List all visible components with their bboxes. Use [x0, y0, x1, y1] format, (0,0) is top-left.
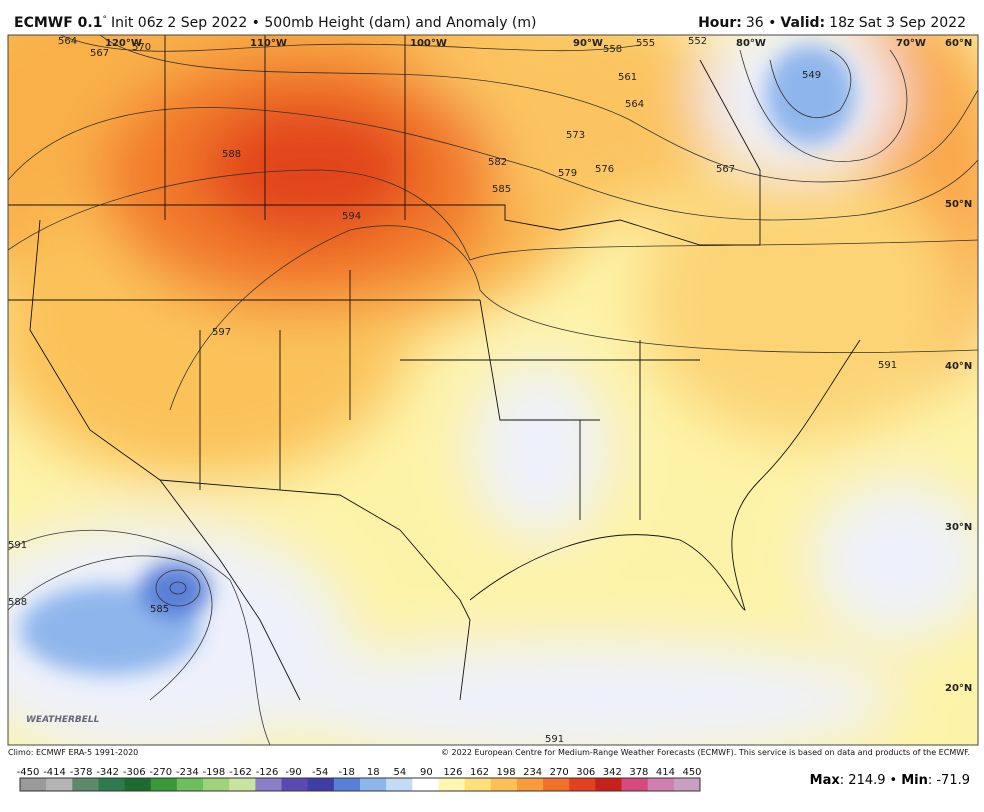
color-swatch: [229, 778, 256, 791]
colorbar-tick-label: -90: [285, 767, 301, 778]
colorbar-tick-label: -126: [256, 767, 279, 778]
contour-label: 570: [132, 42, 151, 53]
contour-label: 552: [688, 36, 707, 47]
contour-label: 576: [595, 164, 614, 175]
contour-label: 591: [8, 540, 27, 551]
contour-label: 567: [716, 164, 735, 175]
color-swatch: [673, 778, 701, 791]
colorbar-tick-label: -270: [149, 767, 172, 778]
contour-label: 597: [212, 327, 231, 338]
color-swatch: [307, 778, 335, 791]
contour-label: 555: [636, 38, 655, 49]
contour-label: 585: [150, 604, 169, 615]
contour-label: 573: [566, 130, 585, 141]
lat-label: 40°N: [945, 361, 972, 372]
colorbar-tick-label: 18: [367, 767, 380, 778]
colorbar-tick-label: -54: [312, 767, 328, 778]
lon-label: 100°W: [410, 38, 447, 49]
colorbar-tick-label: 450: [682, 767, 701, 778]
copyright: © 2022 European Centre for Medium-Range …: [441, 748, 970, 757]
contour-label: 585: [492, 184, 511, 195]
colorbar-tick-label: 306: [576, 767, 595, 778]
color-swatch: [569, 778, 596, 791]
climo-note: Climo: ECMWF ERA-5 1991-2020: [8, 748, 138, 757]
contour-label: 579: [558, 168, 577, 179]
colorbar-tick-label: -378: [70, 767, 93, 778]
colorbar-tick-label: -234: [176, 767, 199, 778]
colorbar-tick-label: 126: [443, 767, 462, 778]
lon-label: 80°W: [736, 38, 766, 49]
contour-label: 558: [603, 44, 622, 55]
title: ECMWF 0.1° Init 06z 2 Sep 2022 • 500mb He…: [14, 15, 537, 31]
contour-label: 594: [342, 211, 361, 222]
color-swatch: [647, 778, 675, 791]
lat-label: 20°N: [945, 683, 972, 694]
contour-label: 567: [90, 48, 109, 59]
colorbar-tick-label: -162: [229, 767, 252, 778]
colorbar-tick-label: 54: [393, 767, 406, 778]
colorbar-tick-label: 342: [603, 767, 622, 778]
color-swatch: [333, 778, 361, 791]
colorbar-tick-label: -450: [17, 767, 40, 778]
color-swatch: [150, 778, 178, 791]
colorbar-tick-label: -198: [203, 767, 226, 778]
color-swatch: [543, 778, 570, 791]
contour-label: 591: [545, 734, 564, 745]
colorbar-tick-label: 270: [550, 767, 569, 778]
color-swatch: [360, 778, 387, 791]
valid-time: Hour: 36 • Valid: 18z Sat 3 Sep 2022: [698, 15, 966, 31]
colorbar-tick-label: -342: [96, 767, 119, 778]
contour-label: 549: [802, 70, 821, 81]
colorbar-tick-label: 234: [523, 767, 542, 778]
color-swatch: [490, 778, 518, 791]
color-swatch: [98, 778, 126, 791]
colorbar-tick-label: 90: [420, 767, 433, 778]
color-swatch: [203, 778, 230, 791]
color-swatch: [281, 778, 309, 791]
max-min: Max: 214.9 • Min: -71.9: [810, 773, 970, 788]
colorbar-tick-label: 378: [629, 767, 648, 778]
color-swatch: [595, 778, 623, 791]
map: [8, 35, 978, 745]
lon-label: 110°W: [250, 38, 287, 49]
colorbar-tick-label: 198: [497, 767, 516, 778]
contour-labels: 564 567 570 588 594 597 591 585 582 579 …: [8, 36, 897, 745]
contour-label: 564: [58, 36, 77, 47]
color-swatch: [20, 778, 47, 791]
color-swatch: [516, 778, 544, 791]
colorbar-tick-label: -414: [43, 767, 66, 778]
contour-label: 564: [625, 99, 644, 110]
contour-label: 588: [8, 597, 27, 608]
lat-label: 30°N: [945, 522, 972, 533]
color-swatch: [621, 778, 649, 791]
colorbar-tick-label: -306: [123, 767, 146, 778]
color-swatch: [438, 778, 466, 791]
colorbar: -450 -414 -378 -342 -306 -270 -234 -198 -162 -126…: [17, 767, 702, 792]
logo: WEATHERBELL: [26, 715, 100, 725]
lon-label: 90°W: [573, 38, 603, 49]
colorbar-tick-label: 414: [656, 767, 675, 778]
color-swatch: [176, 778, 204, 791]
contour-label: 561: [618, 72, 637, 83]
lon-label: 70°W: [896, 38, 926, 49]
contour-label: 588: [222, 149, 241, 160]
colorbar-tick-label: 162: [470, 767, 489, 778]
color-swatch: [255, 778, 283, 791]
color-swatch: [464, 778, 492, 791]
contour-label: 591: [878, 360, 897, 371]
color-swatch: [124, 778, 152, 791]
colorbar-frame: [19, 777, 701, 792]
lat-label: 60°N: [945, 38, 972, 49]
color-swatch: [72, 778, 99, 791]
color-swatch: [46, 778, 73, 791]
lon-label: 120°W: [105, 38, 142, 49]
color-swatch: [386, 778, 413, 791]
contour-label: 582: [488, 157, 507, 168]
lat-label: 50°N: [945, 199, 972, 210]
map-frame: [7, 34, 979, 746]
colorbar-tick-label: -18: [339, 767, 355, 778]
color-swatch: [412, 778, 439, 791]
